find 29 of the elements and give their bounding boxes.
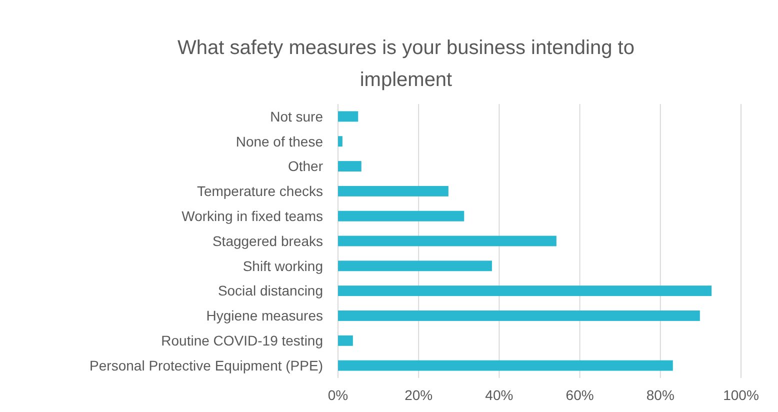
y-tick-label: Shift working [242,258,323,274]
x-tick-label: 20% [404,387,433,403]
bar [338,210,464,222]
x-tick-label: 40% [485,387,514,403]
y-tick-label: Routine COVID-19 testing [161,332,323,349]
x-tick-label: 0% [328,387,348,403]
x-tick-label: 100% [723,387,759,403]
bar [338,136,342,147]
bar [338,236,556,246]
y-tick-label: Personal Protective Equipment (PPE) [90,357,323,374]
bar [338,111,358,122]
y-tick-label: Working in fixed teams [182,208,323,224]
y-tick-label: Social distancing [218,282,323,299]
y-tick-label: None of these [236,133,324,150]
y-tick-label: Staggered breaks [212,232,323,249]
bar [338,335,353,346]
bar [338,186,448,196]
y-tick-label: Not sure [270,108,324,124]
y-tick-label: Hygiene measures [206,308,323,324]
x-tick-label: 80% [646,387,674,403]
bar [338,161,362,172]
chart-title: What safety measures is your business intending to implement [178,37,634,91]
bar [338,360,673,371]
bar [338,286,712,296]
y-tick-label: Temperature checks [196,183,323,200]
bar [338,310,700,321]
y-tick-label: Other [288,158,324,174]
bar [338,260,492,272]
x-tick-label: 60% [566,387,594,403]
